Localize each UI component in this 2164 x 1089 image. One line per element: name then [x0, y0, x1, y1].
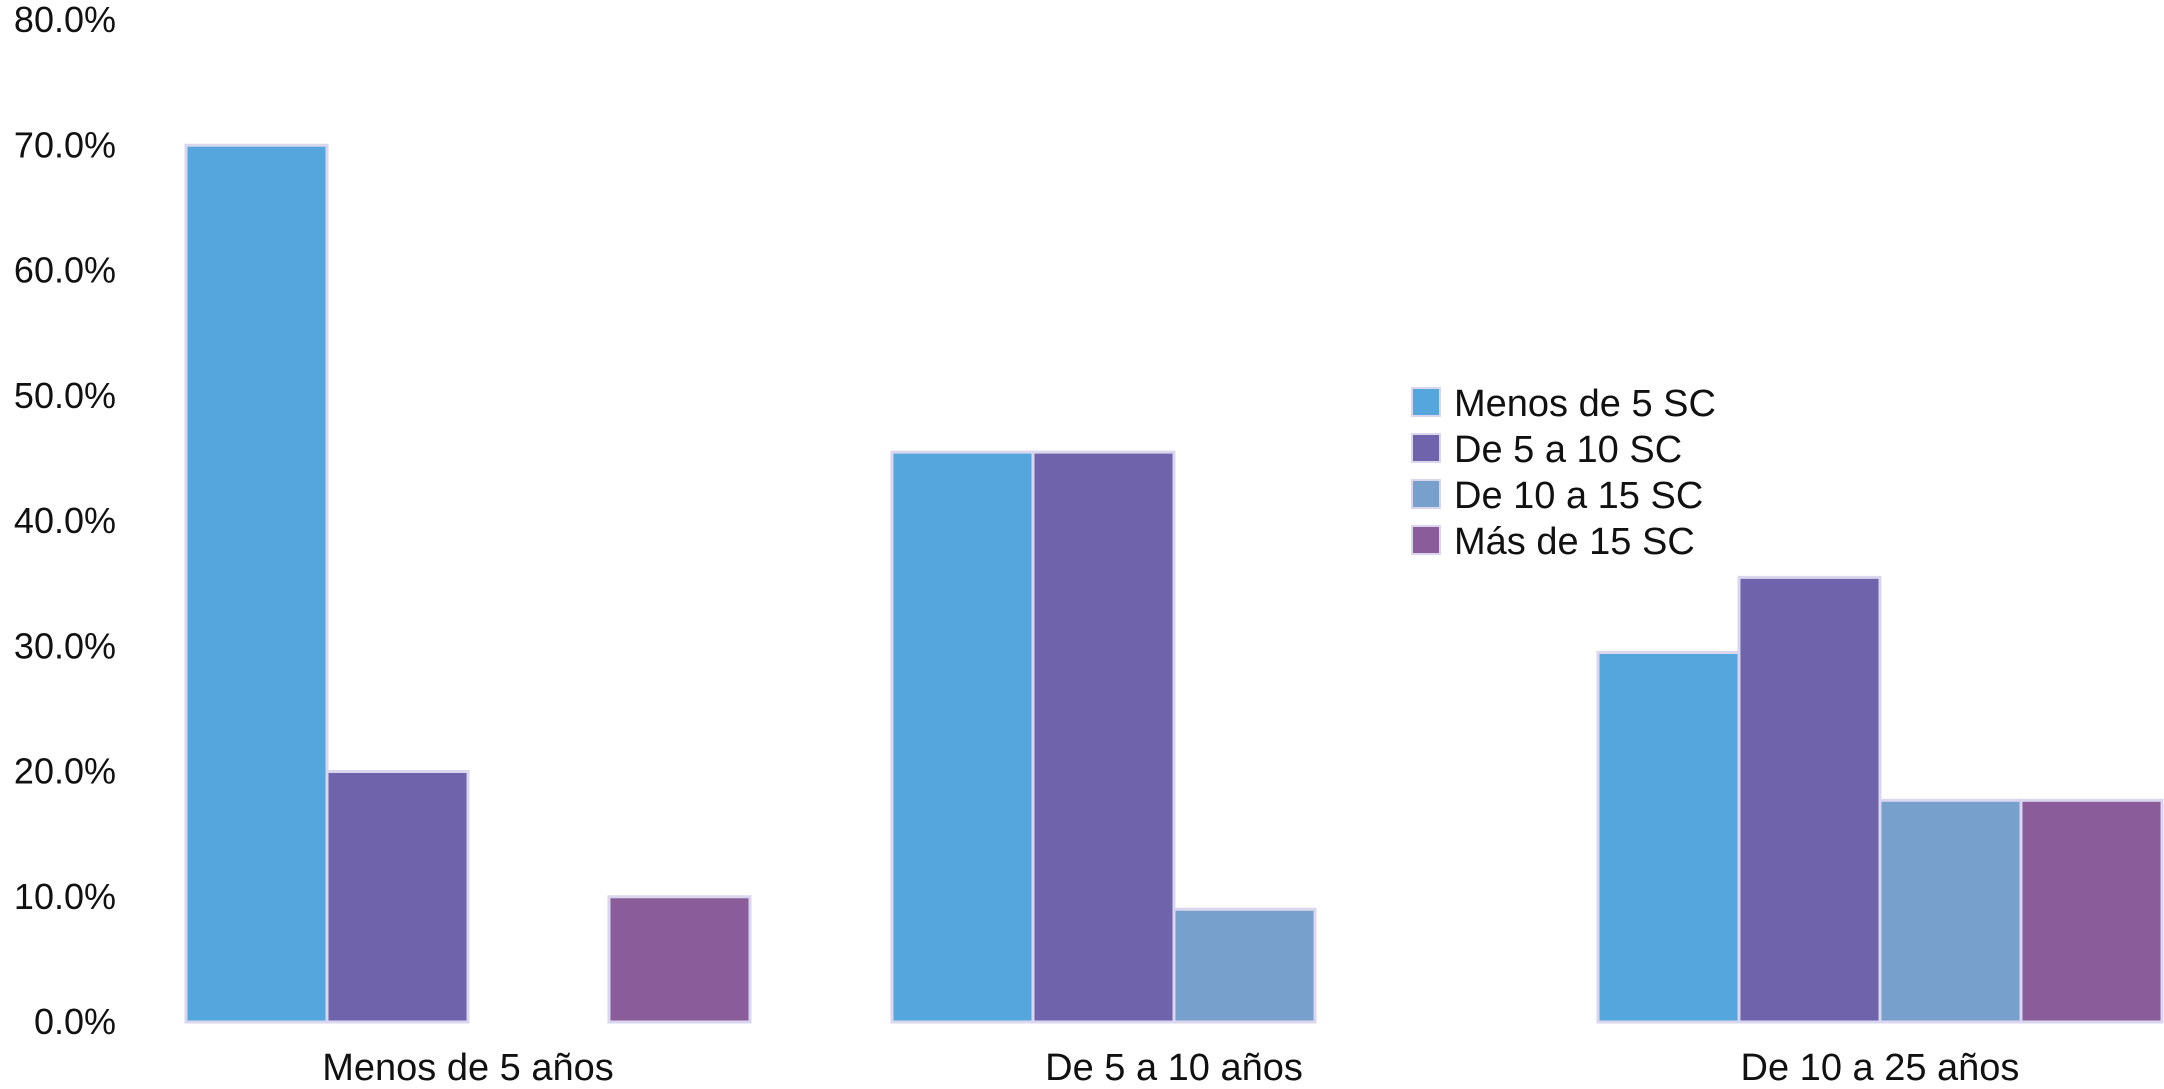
- bars-group: [184, 143, 2164, 1024]
- legend-swatch: [1411, 479, 1441, 509]
- y-tick-label: 0.0%: [34, 1001, 116, 1042]
- legend-swatch: [1411, 433, 1441, 463]
- bar: [1737, 575, 1882, 1024]
- bar: [607, 895, 752, 1024]
- legend-swatch: [1411, 387, 1441, 417]
- legend-label: Menos de 5 SC: [1454, 383, 1716, 425]
- bar: [325, 770, 470, 1024]
- bar: [1172, 907, 1317, 1024]
- bar: [890, 450, 1035, 1024]
- bar: [1596, 651, 1741, 1024]
- legend-label: De 10 a 15 SC: [1454, 475, 1703, 517]
- bar: [184, 143, 329, 1024]
- y-tick-label: 30.0%: [14, 625, 116, 666]
- y-tick-label: 60.0%: [14, 250, 116, 291]
- y-tick-label: 40.0%: [14, 500, 116, 541]
- bar: [2019, 798, 2164, 1024]
- bar: [1878, 798, 2023, 1024]
- y-tick-label: 10.0%: [14, 876, 116, 917]
- y-tick-label: 80.0%: [14, 0, 116, 40]
- bar: [1031, 450, 1176, 1024]
- legend-label: De 5 a 10 SC: [1454, 429, 1682, 471]
- x-axis-labels: Menos de 5 años De 5 a 10 años De 10 a 25 …: [322, 1047, 2019, 1089]
- y-axis-ticks: 0.0% 10.0% 20.0% 30.0% 40.0% 50.0% 60.0% 70.0% 8…: [14, 0, 116, 1042]
- y-tick-label: 70.0%: [14, 124, 116, 165]
- legend-swatch: [1411, 525, 1441, 555]
- x-category-label: De 10 a 25 años: [1741, 1047, 2020, 1089]
- x-category-label: Menos de 5 años: [322, 1047, 614, 1089]
- y-tick-label: 20.0%: [14, 751, 116, 792]
- legend-label: Más de 15 SC: [1454, 521, 1695, 563]
- x-category-label: De 5 a 10 años: [1045, 1047, 1303, 1089]
- y-tick-label: 50.0%: [14, 375, 116, 416]
